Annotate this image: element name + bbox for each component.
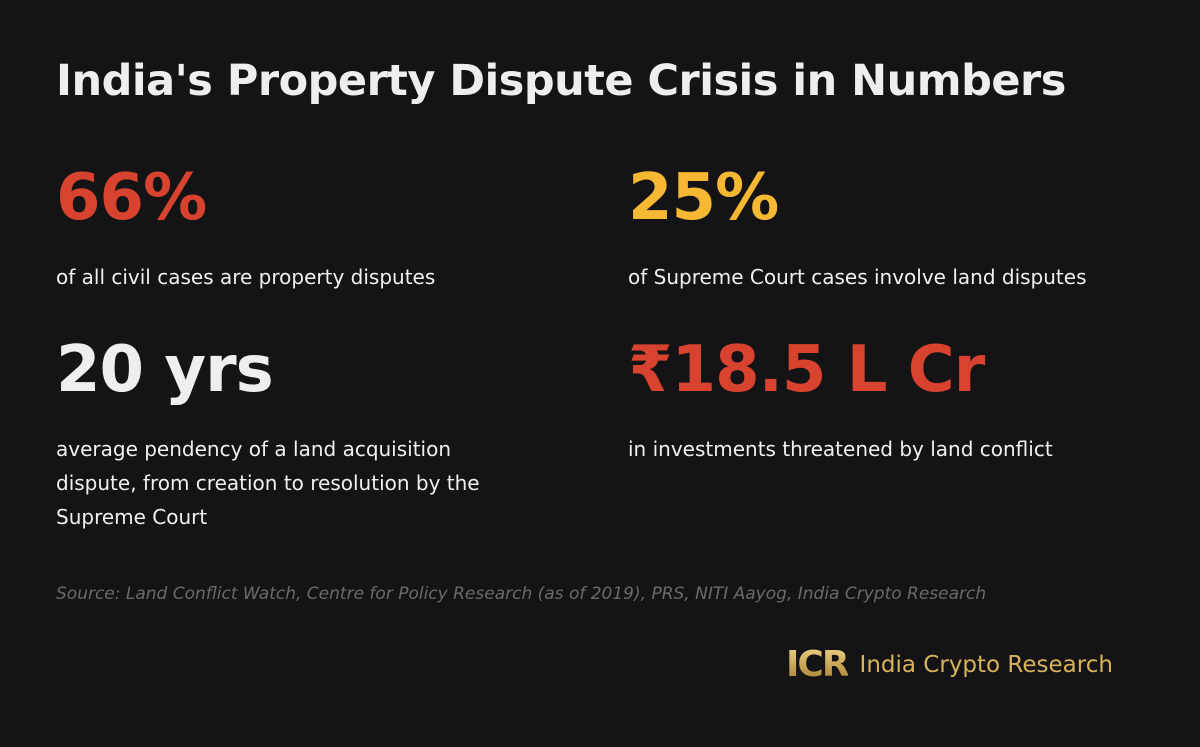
stat-description: in investments threatened by land confli… [628,437,1053,461]
logo: ICR India Crypto Research [786,644,1113,685]
stat-value: 20 yrs [56,333,274,407]
logo-text: India Crypto Research [859,651,1113,678]
source: Source: Land Conflict Watch, Centre for … [56,584,987,604]
stat-card: 66% of all civil cases are property dispu… [56,166,536,294]
stat-card: 25% of Supreme Court cases involve land d… [628,166,1108,294]
stat-value: 25% [628,161,779,235]
stat-value: 66% [56,161,207,235]
stat-description: of all civil cases are property disputes [56,265,436,289]
stat-description: of Supreme Court cases involve land disp… [628,265,1087,289]
stat-value: ₹18.5 L Cr [628,333,985,407]
title: India's Property Dispute Crisis in Numbe… [56,56,1066,106]
stat-card: 20 yrs average pendency of a land acquisi… [56,338,536,534]
stat-card: ₹18.5 L Cr in investments threatened by l… [628,338,1108,466]
stat-description: average pendency of a land acquisition d… [56,437,480,529]
logo-mark: ICR [786,644,850,685]
